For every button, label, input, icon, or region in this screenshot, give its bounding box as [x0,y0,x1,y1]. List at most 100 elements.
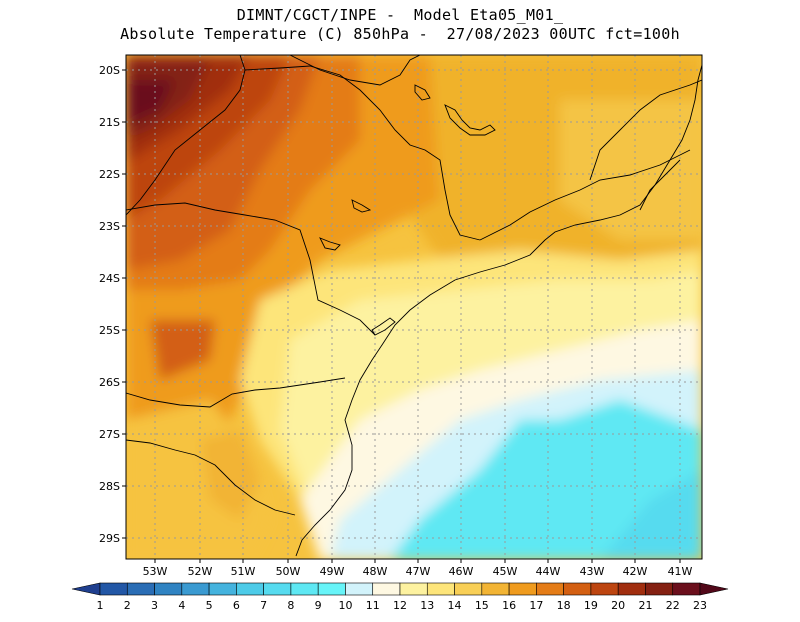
lon-label: 45W [493,565,518,578]
lat-label: 25S [99,324,120,337]
colorbar-label: 5 [206,599,213,612]
colorbar-label: 22 [666,599,680,612]
colorbar-swatch [317,582,346,596]
latitude-labels: 20S 21S 22S 23S 24S 25S 26S 27S 28S 29S [99,64,126,545]
colorbar-swatch [290,582,319,596]
colorbar-swatch [454,582,483,596]
chart-title-line2: Absolute Temperature (C) 850hPa - 27/08/… [120,25,680,43]
lat-label: 20S [99,64,120,77]
colorbar-label: 6 [233,599,240,612]
state-border-go-mg [289,55,421,86]
colorbar-arrow-high [699,582,729,596]
longitude-labels: 53W 52W 51W 50W 49W 48W 47W 46W 45W 44W 43W 42W 41W [143,559,693,578]
colorbar-swatch [181,582,210,596]
lat-label: 24S [99,272,120,285]
colorbar-label: 10 [338,599,352,612]
graticule [126,55,702,559]
reservoir-2 [414,84,431,101]
lat-label: 23S [99,220,120,233]
colorbar-label: 12 [393,599,407,612]
colorbar-label: 18 [557,599,571,612]
paranagua-bay [371,317,396,336]
state-border-pr-sc [126,377,346,408]
state-border-sc-rs [126,439,296,516]
colorbar-swatch [672,582,701,596]
lon-label: 53W [143,565,168,578]
lon-label: 49W [320,565,345,578]
lat-label: 21S [99,116,120,129]
colorbar-swatch [645,582,674,596]
field-cyan [390,400,702,559]
colorbar-swatch [154,582,183,596]
colorbar-swatch [345,582,374,596]
state-border-mg-rj [479,149,691,241]
colorbar-label: 9 [315,599,322,612]
colorbar-label: 2 [124,599,131,612]
lat-label: 22S [99,168,120,181]
lat-label: 28S [99,480,120,493]
colorbar-swatch [208,582,237,596]
colorbar-swatch [263,582,292,596]
colorbar-label: 7 [260,599,267,612]
reservoir-3 [319,237,341,251]
colorbar-label: 21 [638,599,652,612]
colorbar-swatch [508,582,537,596]
colorbar-label: 23 [693,599,707,612]
lon-label: 47W [406,565,431,578]
colorbar-swatch [536,582,564,596]
colorbar-swatch [236,582,264,596]
lon-label: 41W [668,565,693,578]
colorbar-swatch [563,582,592,596]
colorbar-swatch [481,582,510,596]
lon-label: 46W [449,565,474,578]
colorbar-label: 3 [151,599,158,612]
colorbar-arrow-low [71,582,101,596]
colorbar-swatch [126,582,155,596]
colorbar-label: 15 [475,599,489,612]
state-border-mg-es [589,79,702,181]
colorbar-label: 17 [529,599,543,612]
field-patch-25s [150,320,215,380]
colorbar-label: 13 [420,599,434,612]
colorbar-label: 16 [502,599,516,612]
field-southwest-orange [200,430,260,520]
lon-label: 43W [580,565,605,578]
state-border-sp-pr [126,202,376,336]
coastline [295,64,702,557]
chart-title-line1: DIMNT/CGCT/INPE - Model Eta05_M01_ [236,6,564,24]
state-border-rj-es [639,159,681,211]
reservoir-4 [351,199,372,213]
lat-label: 29S [99,532,120,545]
colorbar [71,582,729,596]
temperature-field [126,55,702,559]
colorbar-label: 1 [97,599,104,612]
colorbar-label: 14 [448,599,462,612]
lon-label: 48W [363,565,388,578]
colorbar-swatch [590,582,619,596]
lon-label: 51W [231,565,256,578]
colorbar-labels: 1 2 3 4 5 6 7 8 9 10 11 12 13 14 15 16 17 18 19 20 21 22 23 [97,599,708,612]
colorbar-label: 11 [366,599,380,612]
map-frame [125,54,703,560]
colorbar-swatch [617,582,646,596]
colorbar-label: 4 [178,599,185,612]
colorbar-swatch [372,582,401,596]
field-northwest-max [126,80,175,125]
reservoir-1 [444,104,496,136]
state-border-ms-sp [126,55,246,216]
colorbar-swatch [99,582,128,596]
colorbar-label: 20 [611,599,625,612]
lat-label: 26S [99,376,120,389]
lon-label: 44W [536,565,561,578]
colorbar-label: 19 [584,599,598,612]
colorbar-swatch [399,582,428,596]
lon-label: 50W [276,565,301,578]
field-cyan-dark [600,470,702,559]
colorbar-swatch [426,582,455,596]
lon-label: 52W [188,565,213,578]
lon-label: 42W [623,565,648,578]
lat-label: 27S [99,428,120,441]
colorbar-label: 8 [287,599,294,612]
